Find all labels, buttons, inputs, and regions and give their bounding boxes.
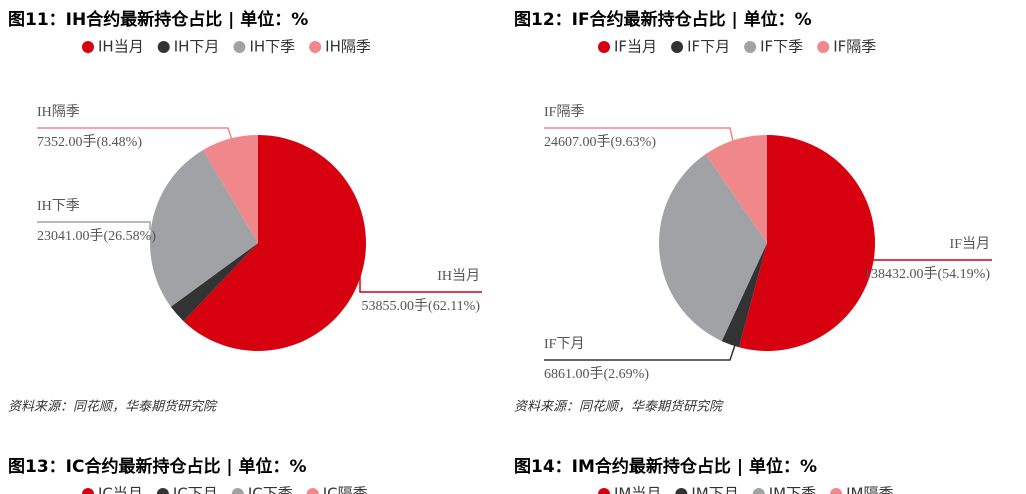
chart-title: 图14：IM合约最新持仓占比 | 单位：% [514,456,817,477]
slice-value-label: 138432.00手(54.19%) [864,266,990,282]
legend-swatch [830,488,843,494]
legend-label: IM隔季 [846,485,893,494]
legend-label: IM下季 [769,485,816,494]
legend-label: IC隔季 [323,485,368,494]
chart-panel: 图11：IH合约最新持仓占比 | 单位：% IH当月 IH下月 IH下季 IH隔季资料来… [8,9,482,415]
legend-label: IH隔季 [325,38,371,56]
legend-label: IH下月 [174,38,220,56]
pie-slice [721,243,767,348]
chart-title: 图11：IH合约最新持仓占比 | 单位：% [8,9,308,30]
leader-line [544,127,736,151]
legend-swatch [309,41,322,53]
legend-swatch [752,488,765,494]
pie-slice [659,154,767,342]
slice-name: IF隔季 [544,104,584,120]
leader-line [37,127,233,141]
slice-value-label: 53855.00手(62.11%) [362,298,481,314]
chart-title: 图13：IC合约最新持仓占比 | 单位：% [8,456,307,477]
legend-swatch [231,488,244,494]
source-note: 资料来源：同花顺，华泰期货研究院 [514,399,724,415]
pie-slice [183,135,366,351]
slice-name: IH下季 [37,198,80,214]
slice-value-label: 23041.00手(26.58%) [37,228,156,244]
chart-panel: 图14：IM合约最新持仓占比 | 单位：% IM当月 IM下月 IM下季 IM隔季 [514,456,894,494]
legend-swatch [675,488,688,494]
slice-value-label: 24607.00手(9.63%) [544,134,656,150]
pie-slice [170,243,258,322]
legend-swatch [306,488,319,494]
legend-label: IC下季 [248,485,293,494]
legend-swatch [157,41,170,53]
legend-swatch [817,41,830,53]
legend-swatch [598,488,610,494]
legend-swatch [82,488,94,494]
leader-line [37,221,151,230]
chart-panel: 图12：IF合约最新持仓占比 | 单位：% IF当月 IF下月 IF下季 IF隔季资料来… [514,9,992,415]
pie-slice [738,135,875,351]
legend-label: IH当月 [98,38,144,56]
slice-name: IH隔季 [37,104,80,120]
legend-label: IM下月 [691,485,738,494]
legend-swatch [233,41,246,53]
legend-label: IF当月 [614,38,657,56]
legend-label: IC当月 [98,485,143,494]
legend-swatch [156,488,169,494]
slice-value-label: 7352.00手(8.48%) [37,134,142,150]
legend-label: IF下月 [687,38,730,56]
legend-swatch [744,41,757,53]
chart-title: 图12：IF合约最新持仓占比 | 单位：% [514,9,812,30]
legend-swatch [671,41,684,53]
source-note: 资料来源：同花顺，华泰期货研究院 [8,399,218,415]
legend-label: IH下季 [249,38,295,56]
slice-name: IH当月 [437,268,480,284]
pie-slice [150,149,258,307]
chart-panel: 图13：IC合约最新持仓占比 | 单位：% IC当月 IC下月 IC下季 IC隔季 [8,456,368,494]
slice-name: IF下月 [544,336,584,352]
legend-label: IF下季 [760,38,803,56]
slice-name: IF当月 [950,236,990,252]
legend-swatch [82,41,94,53]
leader-line [871,259,992,262]
legend-label: IM当月 [614,485,661,494]
legend-label: IC下月 [173,485,218,494]
legend-label: IF隔季 [833,38,876,56]
pie-slice [705,135,767,243]
pie-slice [203,135,258,243]
legend-swatch [598,41,610,53]
slice-value-label: 6861.00手(2.69%) [544,366,649,382]
leader-line [544,344,736,361]
leader-line [359,276,482,293]
